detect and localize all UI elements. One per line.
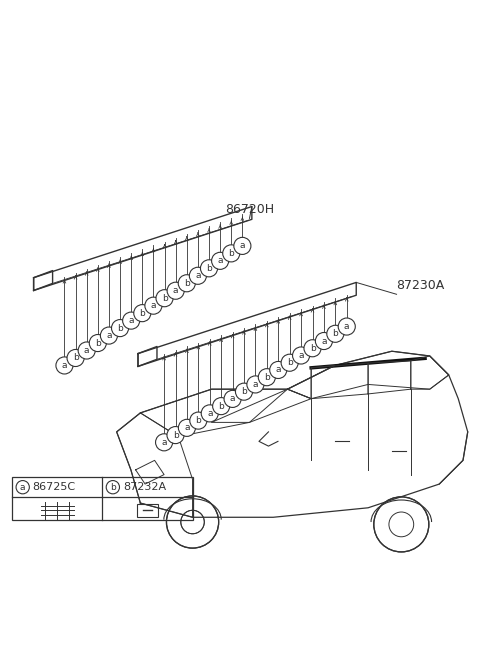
Text: b: b bbox=[195, 416, 201, 425]
Text: b: b bbox=[228, 249, 234, 258]
Text: a: a bbox=[217, 256, 223, 265]
Text: b: b bbox=[72, 354, 78, 362]
Circle shape bbox=[247, 376, 264, 393]
Text: b: b bbox=[162, 293, 168, 303]
Circle shape bbox=[167, 282, 184, 299]
Text: a: a bbox=[129, 316, 134, 325]
Bar bbox=[137, 504, 158, 517]
Circle shape bbox=[67, 350, 84, 367]
Text: a: a bbox=[207, 409, 213, 418]
Circle shape bbox=[134, 305, 151, 322]
Text: a: a bbox=[344, 322, 349, 331]
Circle shape bbox=[201, 260, 217, 277]
Circle shape bbox=[304, 340, 321, 357]
Circle shape bbox=[89, 335, 107, 352]
Text: b: b bbox=[241, 387, 247, 396]
Text: 87232A: 87232A bbox=[123, 482, 166, 492]
Text: 86720H: 86720H bbox=[225, 203, 274, 216]
Circle shape bbox=[327, 326, 344, 343]
Circle shape bbox=[292, 347, 310, 364]
Text: a: a bbox=[276, 365, 281, 375]
Text: a: a bbox=[240, 242, 245, 250]
Text: a: a bbox=[230, 394, 235, 403]
Text: b: b bbox=[95, 339, 101, 348]
Text: a: a bbox=[106, 331, 112, 340]
Text: b: b bbox=[264, 373, 270, 382]
Circle shape bbox=[56, 357, 73, 374]
Text: b: b bbox=[218, 402, 224, 411]
Text: 86725C: 86725C bbox=[33, 482, 76, 492]
Circle shape bbox=[190, 412, 207, 429]
Circle shape bbox=[189, 267, 206, 284]
Circle shape bbox=[16, 481, 29, 494]
Text: b: b bbox=[117, 324, 123, 333]
Text: a: a bbox=[151, 301, 156, 310]
Text: a: a bbox=[195, 271, 201, 280]
Circle shape bbox=[212, 252, 228, 269]
Circle shape bbox=[106, 481, 120, 494]
Circle shape bbox=[145, 297, 162, 314]
Text: a: a bbox=[62, 361, 67, 370]
Text: 87230A: 87230A bbox=[396, 279, 445, 292]
Text: a: a bbox=[173, 286, 179, 295]
Circle shape bbox=[178, 274, 195, 291]
Text: a: a bbox=[321, 337, 327, 346]
Circle shape bbox=[338, 318, 355, 335]
Circle shape bbox=[270, 362, 287, 379]
Circle shape bbox=[224, 390, 241, 407]
Text: b: b bbox=[206, 264, 212, 273]
Text: b: b bbox=[184, 279, 190, 288]
Circle shape bbox=[281, 354, 298, 371]
Circle shape bbox=[201, 405, 218, 422]
Circle shape bbox=[122, 312, 140, 329]
Circle shape bbox=[78, 342, 95, 359]
Circle shape bbox=[315, 333, 333, 350]
Circle shape bbox=[156, 290, 173, 307]
Text: a: a bbox=[299, 351, 304, 360]
Text: a: a bbox=[184, 423, 190, 432]
Circle shape bbox=[179, 419, 195, 436]
Circle shape bbox=[258, 369, 276, 386]
Circle shape bbox=[167, 426, 184, 443]
Text: b: b bbox=[173, 430, 179, 440]
Text: b: b bbox=[287, 358, 292, 367]
Text: a: a bbox=[252, 380, 258, 389]
Text: b: b bbox=[139, 309, 145, 318]
Text: a: a bbox=[84, 346, 89, 355]
Text: b: b bbox=[110, 483, 116, 492]
Circle shape bbox=[223, 245, 240, 262]
Text: b: b bbox=[333, 329, 338, 338]
Circle shape bbox=[213, 398, 230, 415]
Circle shape bbox=[111, 320, 129, 337]
Circle shape bbox=[156, 434, 173, 451]
Circle shape bbox=[100, 327, 118, 344]
Text: a: a bbox=[20, 483, 25, 492]
Text: a: a bbox=[161, 438, 167, 447]
Bar bbox=[12, 477, 192, 519]
Circle shape bbox=[234, 237, 251, 254]
Text: b: b bbox=[310, 344, 315, 353]
Circle shape bbox=[236, 383, 252, 400]
